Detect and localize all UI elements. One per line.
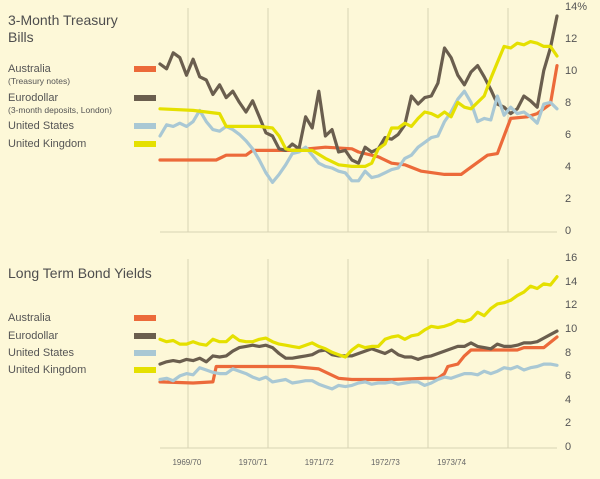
chart-1-ytick-label: 4 bbox=[565, 161, 572, 173]
chart-2-ytick-label: 6 bbox=[565, 370, 572, 383]
legend-1-australia-sub: (Treasury notes) bbox=[8, 76, 71, 86]
legend-1-eurodollar-label: Eurodollar bbox=[8, 92, 59, 104]
chart-1-series-united-kingdom bbox=[158, 39, 559, 168]
legend-1-australia-label: Australia bbox=[8, 63, 51, 75]
legend-2-eurodollar-swatch bbox=[134, 333, 156, 339]
chart-2-ytick-label: 12 bbox=[565, 299, 578, 312]
legend-1-eurodollar-swatch bbox=[134, 95, 156, 101]
chart-1-series-australia bbox=[158, 63, 559, 176]
legend-2-australia-swatch bbox=[134, 315, 156, 321]
chart-1-ytick-label: 6 bbox=[565, 129, 572, 141]
chart-2-ytick-label: 14 bbox=[565, 275, 578, 288]
legend-2-australia-label: Australia bbox=[8, 312, 51, 324]
chart-1-ytick-label: 12 bbox=[565, 33, 578, 45]
chart-2-ytick-label: 4 bbox=[565, 393, 572, 406]
chart-2-xtick-label: 1971/72 bbox=[304, 458, 334, 467]
chart-1-title: 3-Month Treasury Bills bbox=[8, 12, 118, 45]
legend-1-eurodollar-sub: (3-month deposits, London) bbox=[8, 105, 112, 115]
chart-2-title: Long Term Bond Yields bbox=[8, 265, 152, 281]
legend-2-uk-swatch bbox=[134, 367, 156, 373]
chart-2-ytick-label: 8 bbox=[565, 346, 572, 359]
chart-2-ytick-label: 0 bbox=[565, 441, 572, 453]
chart-1-ytick-label: 2 bbox=[565, 193, 572, 205]
chart-2-ytick-label: 2 bbox=[565, 417, 572, 430]
legend-2-us-swatch bbox=[134, 350, 156, 356]
chart-1-ytick-label: 8 bbox=[565, 97, 572, 109]
legend-2-eurodollar-label: Eurodollar bbox=[8, 330, 59, 342]
legend-2-us-label: United States bbox=[8, 347, 75, 359]
chart-2-xtick-label: 1973/74 bbox=[437, 458, 467, 467]
chart-1-ytick-label: 0 bbox=[565, 225, 572, 237]
legend-1-uk-label: United Kingdom bbox=[8, 138, 87, 150]
chart-2-series-eurodollar bbox=[158, 329, 559, 366]
legend-1-australia: Australia (Treasury notes) bbox=[8, 63, 70, 87]
legend-1-us-swatch bbox=[134, 123, 156, 129]
chart-2-series-united-kingdom bbox=[158, 275, 559, 359]
legend-2-uk-label: United Kingdom bbox=[8, 364, 87, 376]
chart-2-ytick-label: 16 bbox=[565, 252, 578, 264]
chart-1-series-eurodollar bbox=[158, 14, 559, 165]
chart-2-xtick-label: 1970/71 bbox=[238, 458, 268, 467]
chart-1-ytick-label: 14% bbox=[565, 1, 588, 13]
chart-2-xtick-label: 1972/73 bbox=[370, 458, 400, 467]
legend-1-uk-swatch bbox=[134, 141, 156, 147]
legend-1-australia-swatch bbox=[134, 66, 156, 72]
legend-1-eurodollar: Eurodollar (3-month deposits, London) bbox=[8, 92, 112, 116]
chart-2-series-australia bbox=[158, 335, 559, 385]
chart-2-series-united-states bbox=[158, 362, 559, 391]
chart-2-ytick-label: 10 bbox=[565, 322, 578, 335]
chart-1-ytick-label: 10 bbox=[565, 65, 578, 77]
chart-2-xtick-label: 1969/70 bbox=[172, 458, 202, 467]
legend-1-us-label: United States bbox=[8, 120, 75, 132]
